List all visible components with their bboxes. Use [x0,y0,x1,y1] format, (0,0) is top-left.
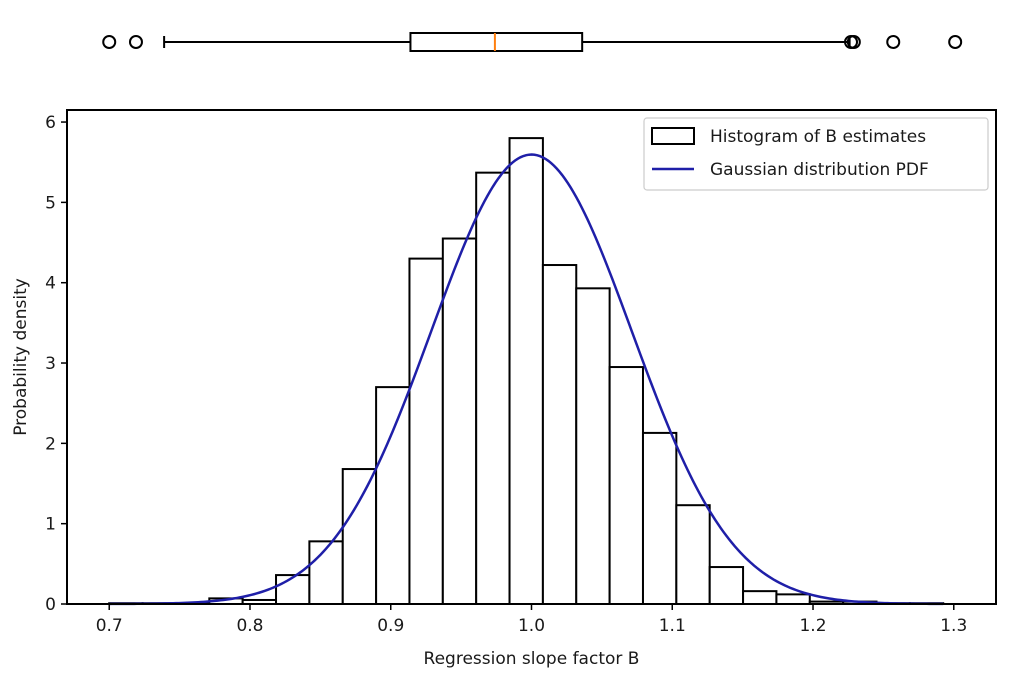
x-tick-label: 0.7 [96,616,123,636]
histogram-bar [475,171,511,605]
histogram-bar [508,137,544,605]
x-tick-label: 1.3 [940,616,967,636]
boxplot-outliers [102,35,963,49]
boxplot-outlier [128,35,143,49]
histogram-bar [441,237,478,605]
legend-label-histogram: Histogram of B estimates [710,127,926,147]
x-tick-label: 1.1 [659,616,686,636]
x-tick-label: 1.2 [799,616,826,636]
y-tick-label: 3 [45,354,56,374]
x-tick-label: 0.8 [236,616,263,636]
y-tick-label: 1 [45,515,56,535]
x-axis-ticks: 0.7 0.8 0.9 1.0 1.1 1.2 1.3 [96,604,967,636]
y-axis-label: Probability density [11,278,31,436]
boxplot-box [409,32,584,52]
histogram-plot: 0.7 0.8 0.9 1.0 1.1 1.2 1.3 0 1 2 3 4 5 6 Regression… [11,109,997,669]
y-tick-label: 4 [45,274,56,294]
histogram-bar [708,566,745,606]
boxplot-outlier [846,35,861,49]
y-axis-ticks: 0 1 2 3 4 5 6 [45,113,67,615]
histogram-bar [641,431,678,605]
y-tick-label: 0 [45,595,56,615]
histogram-bar [275,574,311,606]
legend: Histogram of B estimates Gaussian distri… [643,117,989,191]
histogram-bar [575,287,611,605]
histogram-bar [675,504,711,606]
histogram-bar [742,590,778,605]
histogram-bar [541,264,578,605]
histogram-bar [341,468,378,605]
legend-label-pdf: Gaussian distribution PDF [710,160,929,180]
histogram-bar [375,386,411,605]
boxplot-outlier [886,35,901,49]
legend-box [643,117,989,191]
histogram-bars [108,137,945,606]
histogram-bar [308,540,344,605]
y-tick-label: 5 [45,193,56,213]
histogram-bar [608,366,644,605]
boxplot-outlier [102,35,117,49]
y-tick-label: 6 [45,113,56,133]
x-tick-label: 0.9 [377,616,404,636]
histogram-bar [775,593,811,605]
gaussian-pdf-curve [109,153,944,606]
legend-swatch-histogram [651,127,695,145]
x-axis-label: Regression slope factor B [424,649,640,669]
boxplot [102,32,963,52]
boxplot-outlier [948,35,963,49]
y-tick-label: 2 [45,434,56,454]
x-tick-label: 1.0 [518,616,545,636]
